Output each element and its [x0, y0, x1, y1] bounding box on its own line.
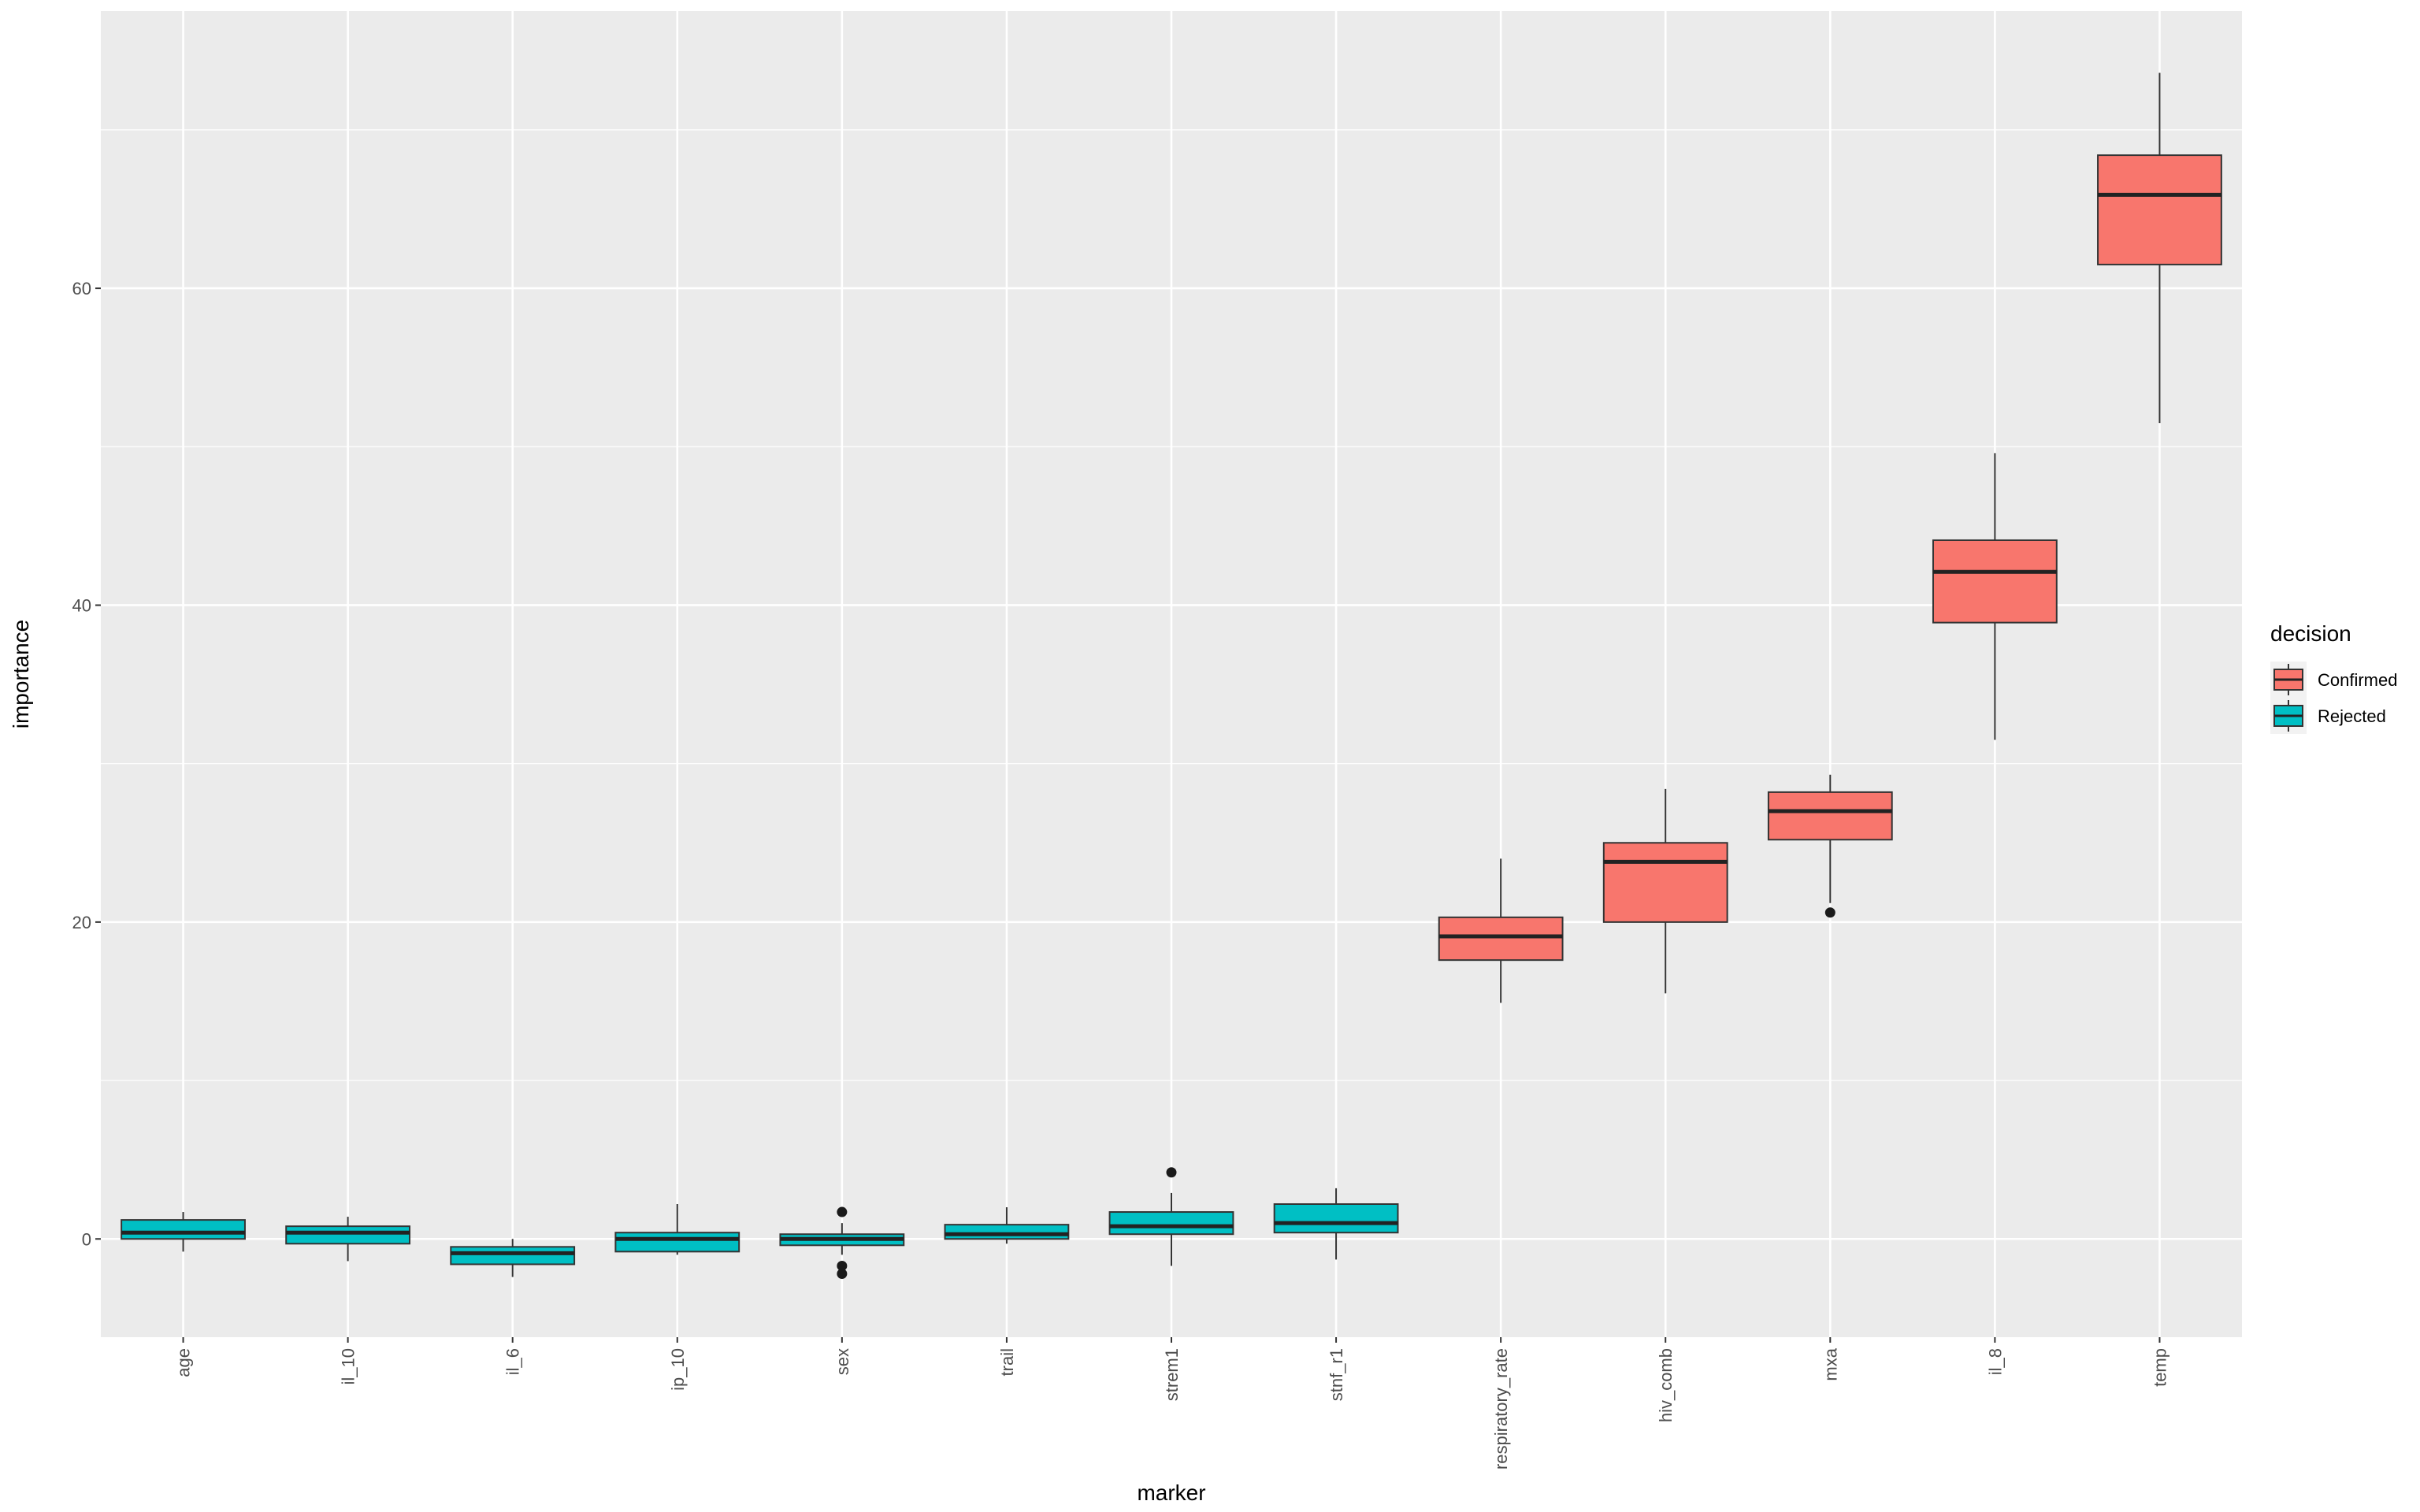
outlier-point — [1166, 1167, 1177, 1178]
box-ip-10 — [614, 1203, 740, 1255]
x-tick-label-respiratory-rate: respiratory_rate — [1491, 1348, 1511, 1469]
x-tick-label-hiv-comb: hiv_comb — [1656, 1348, 1676, 1422]
box-il-8 — [1932, 453, 2058, 740]
box-body — [2097, 154, 2222, 265]
legend-title: decision — [2270, 621, 2351, 646]
box-trail — [944, 1207, 1070, 1244]
x-tick-label-strem1: strem1 — [1162, 1348, 1182, 1401]
y-axis-ticks: 0 20 40 60 — [72, 279, 101, 1249]
legend-item-confirmed: Confirmed — [2270, 662, 2397, 698]
y-tick-label: 60 — [72, 279, 91, 298]
box-body — [1602, 842, 1728, 923]
box-temp — [2097, 72, 2222, 424]
legend-label: Confirmed — [2318, 670, 2397, 690]
x-tick-label-mxa: mxa — [1821, 1347, 1840, 1380]
legend-label: Rejected — [2318, 706, 2386, 726]
x-tick-label-il-8: il_8 — [1985, 1348, 2005, 1375]
box-il-10 — [285, 1217, 411, 1262]
box-body — [614, 1232, 740, 1253]
box-body — [1438, 916, 1564, 962]
legend: decision Confirmed Rejected — [2270, 621, 2397, 734]
legend-keys: Confirmed Rejected — [2270, 662, 2397, 734]
box-body — [944, 1224, 1070, 1240]
box-hiv-comb — [1602, 788, 1728, 994]
y-tick-label: 40 — [72, 595, 91, 615]
box-body — [1273, 1203, 1399, 1234]
box-layer — [121, 72, 2222, 1280]
box-respiratory-rate — [1438, 858, 1564, 1003]
x-tick-label-il-10: il_10 — [339, 1348, 358, 1384]
box-il-6 — [450, 1239, 576, 1277]
y-axis-title: importance — [9, 620, 33, 729]
box-body — [121, 1219, 246, 1240]
x-tick-label-ip-10: ip_10 — [668, 1348, 688, 1391]
box-sex — [779, 1206, 905, 1280]
outlier-point — [837, 1260, 848, 1271]
box-strem1 — [1108, 1167, 1234, 1266]
outlier-point — [837, 1206, 848, 1217]
box-body — [1108, 1211, 1234, 1236]
x-tick-label-temp: temp — [2150, 1348, 2169, 1387]
box-body — [450, 1246, 576, 1266]
box-stnf-r1 — [1273, 1188, 1399, 1260]
box-body — [1767, 791, 1893, 841]
x-tick-label-sex: sex — [833, 1348, 852, 1375]
y-tick-label: 0 — [82, 1229, 91, 1249]
box-age — [121, 1212, 246, 1252]
x-tick-label-age: age — [174, 1348, 194, 1377]
x-tick-label-stnf-r1: stnf_r1 — [1327, 1348, 1346, 1401]
box-body — [285, 1225, 411, 1245]
outlier-point — [837, 1269, 848, 1280]
y-tick-label: 20 — [72, 913, 91, 932]
legend-item-rejected: Rejected — [2270, 698, 2386, 734]
major-gridlines — [101, 11, 2242, 1337]
x-tick-label-trail: trail — [997, 1348, 1017, 1376]
outlier-point — [1824, 907, 1835, 918]
x-axis-title: marker — [1137, 1480, 1205, 1505]
box-mxa — [1767, 774, 1893, 918]
x-tick-label-il-6: il_6 — [503, 1348, 523, 1375]
x-axis-ticks: age il_10 il_6 ip_10 sex trail strem1 stnf_r1 re… — [174, 1337, 2169, 1469]
box-body — [1932, 539, 2058, 624]
